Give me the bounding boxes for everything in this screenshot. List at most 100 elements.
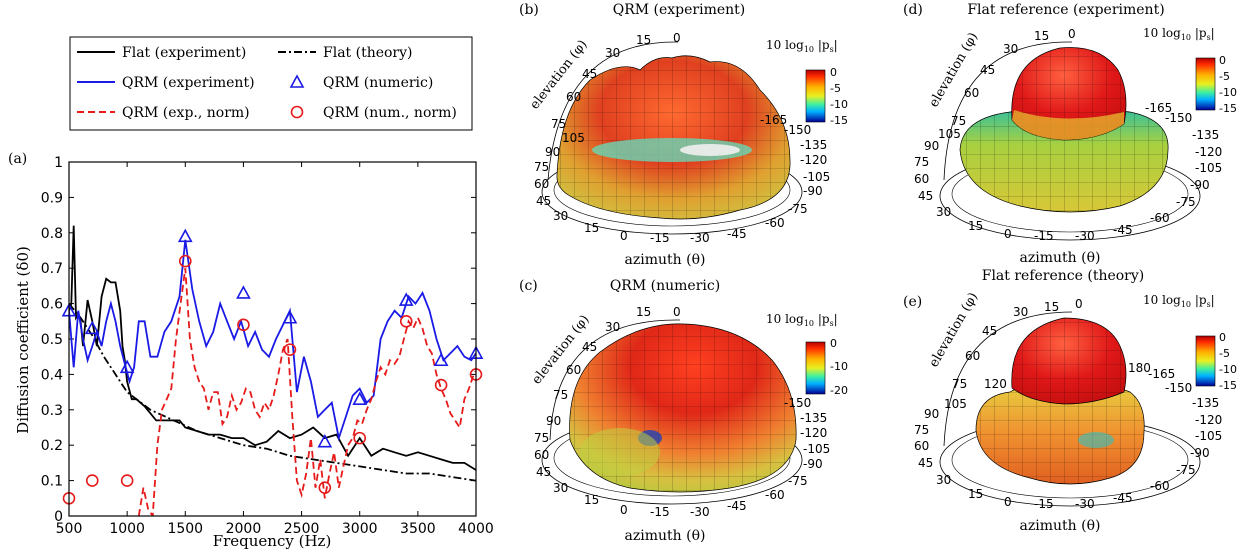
panel-e-colorbar-ticks: 0 -5 -10 -15 [1219,331,1237,392]
panel-e-az-m120: -120 [1195,413,1222,427]
panel-e-polar-plot: (e) Flat reference (theory) 10 log10 |ps… [903,268,1237,534]
panel-e-az-m135: -135 [1192,396,1219,410]
panel-c-az-m60: -60 [765,488,785,502]
legend-label-qrm-numeric: QRM (numeric) [323,75,433,91]
marker-qrm-num-norm [85,474,99,487]
panel-e-base-30: 30 [936,473,951,487]
y-tick-label: 0.8 [41,226,63,242]
panel-b-cbar-tick-1: -5 [830,82,841,95]
panel-b-az-m150: -150 [784,123,811,137]
panel-b-el-tick-75: 75 [551,117,566,131]
panel-c-az-m150: -150 [784,396,811,410]
panel-e-az-m105: -105 [1195,429,1222,443]
panel-c-base-30: 30 [553,481,568,495]
panel-e-base-75: 75 [914,423,929,437]
panel-b-az-m75: -75 [788,202,808,216]
panel-d-el-tick-30: 30 [1003,42,1018,56]
panel-e-az-m30: -30 [1075,497,1095,511]
line-flat-theory [69,303,476,482]
panel-d-az-m165: -165 [1145,101,1172,115]
marker-qrm-num-norm [283,343,297,356]
panel-b-surface-mesh [556,55,791,219]
panel-c-el-tick-0: 0 [673,305,681,319]
panel-d-colorbar [1195,57,1216,111]
x-tick-label: 3500 [400,521,436,537]
panel-e-el-tick-90: 90 [924,407,939,421]
panel-b-base-60: 60 [534,177,549,191]
line-qrm-exp-norm [137,268,476,516]
panel-d-el-tick-75: 75 [951,114,966,128]
panel-b-az-m120: -120 [800,153,827,167]
panel-e-az-m75: -75 [1176,463,1196,477]
panel-b-colorbar-ticks: 0 -5 -10 -15 [830,66,848,127]
panel-b-el-tick-30: 30 [605,46,620,60]
x-tick-label: 500 [56,521,83,537]
marker-qrm-numeric [433,352,449,367]
panel-d-el-tick-60: 60 [964,86,979,100]
panel-e-el-tick-0: 0 [1075,297,1083,311]
y-tick-label: 0.6 [41,297,63,313]
panel-d-el-tick-15: 15 [1034,29,1049,43]
panel-c-base-45: 45 [536,465,551,479]
panel-d-el-tick-45: 45 [980,63,995,77]
panel-a-tag: (a) [8,151,27,167]
panel-b-polar-ticks: 15 0 30 45 60 75 90 75 60 45 30 15 0 -15… [534,31,830,245]
panel-e-cbar-tick-2: -10 [1219,363,1237,376]
panel-b-base-45: 45 [536,194,551,208]
panel-d-elevation-arc [943,41,1073,181]
panel-c-cbar-tick-1: -10 [830,360,848,373]
panel-c-az-0: 0 [620,503,628,517]
panel-c-az-m75: -75 [788,474,808,488]
panel-e-colorbar [1195,335,1216,387]
panel-b-cbar-tick-0: 0 [830,66,837,79]
panel-d-base-60: 60 [914,172,929,186]
marker-qrm-num-norm [237,318,250,332]
panel-c-cbar-tick-2: -20 [830,384,848,397]
panel-c-azimuth-label: azimuth (θ) [625,528,706,544]
panel-d-polar-plot: (d) Flat reference (experiment) 10 log10… [903,2,1237,266]
panel-e-az-m90: -90 [1190,446,1210,460]
panel-e-az-120: 120 [984,377,1007,391]
panel-b-colorbar-label: 10 log10 |ps| [766,38,838,54]
panel-b-null-ring [592,138,752,162]
panel-c-base-60: 60 [534,448,549,462]
panel-e-az-105: 105 [944,397,967,411]
y-tick-label: 0.3 [41,403,63,419]
panel-c-el-tick-15: 15 [636,305,651,319]
panel-c-el-tick-90: 90 [546,414,561,428]
panel-e-az-m60: -60 [1150,479,1170,493]
panel-b-az-m60: -60 [765,216,785,230]
panel-d-base-45: 45 [918,189,933,203]
panel-b-el-tick-60: 60 [566,90,581,104]
panel-e-base-45: 45 [918,456,933,470]
y-tick-label: 0.1 [41,474,63,490]
panel-c-el-tick-30: 30 [605,320,620,334]
panel-c-elevation-arc [549,319,681,441]
panel-c-el-tick-45: 45 [582,340,597,354]
marker-qrm-numeric [317,433,333,448]
panel-e-el-tick-75: 75 [952,377,967,391]
panel-b-base-15: 15 [584,221,599,235]
marker-qrm-num-norm [120,474,134,487]
y-tick-label: 0.7 [41,261,63,277]
panel-b-base-75: 75 [534,160,549,174]
x-tick-label: 1000 [109,521,145,537]
panel-b-tag: (b) [519,2,539,18]
legend-label-qrm-exp-norm: QRM (exp., norm) [122,105,250,121]
panel-d-az-0: 0 [1004,227,1012,241]
marker-qrm-numeric [398,292,414,306]
panel-e-az-180: 180 [1128,361,1151,375]
panel-c-polar-ticks: 15 0 30 45 60 75 90 75 60 45 30 15 0 -15… [534,305,830,519]
panel-e-el-tick-30: 30 [1013,305,1028,319]
panel-c-az-m45: -45 [727,499,747,513]
panel-c-colorbar-ticks: 0 -10 -20 [830,337,848,397]
panel-d-az-m105: -105 [1195,161,1222,175]
marker-qrm-numeric [119,359,135,374]
marker-qrm-num-norm [178,254,192,268]
marker-qrm-numeric [236,285,251,299]
panel-b-cbar-tick-3: -15 [830,114,848,127]
y-tick-label: 0 [54,509,63,525]
panel-b-az-0: 0 [620,229,628,243]
panel-e-title: Flat reference (theory) [982,268,1145,284]
legend-label-qrm-num-norm: QRM (num., norm) [323,105,457,121]
